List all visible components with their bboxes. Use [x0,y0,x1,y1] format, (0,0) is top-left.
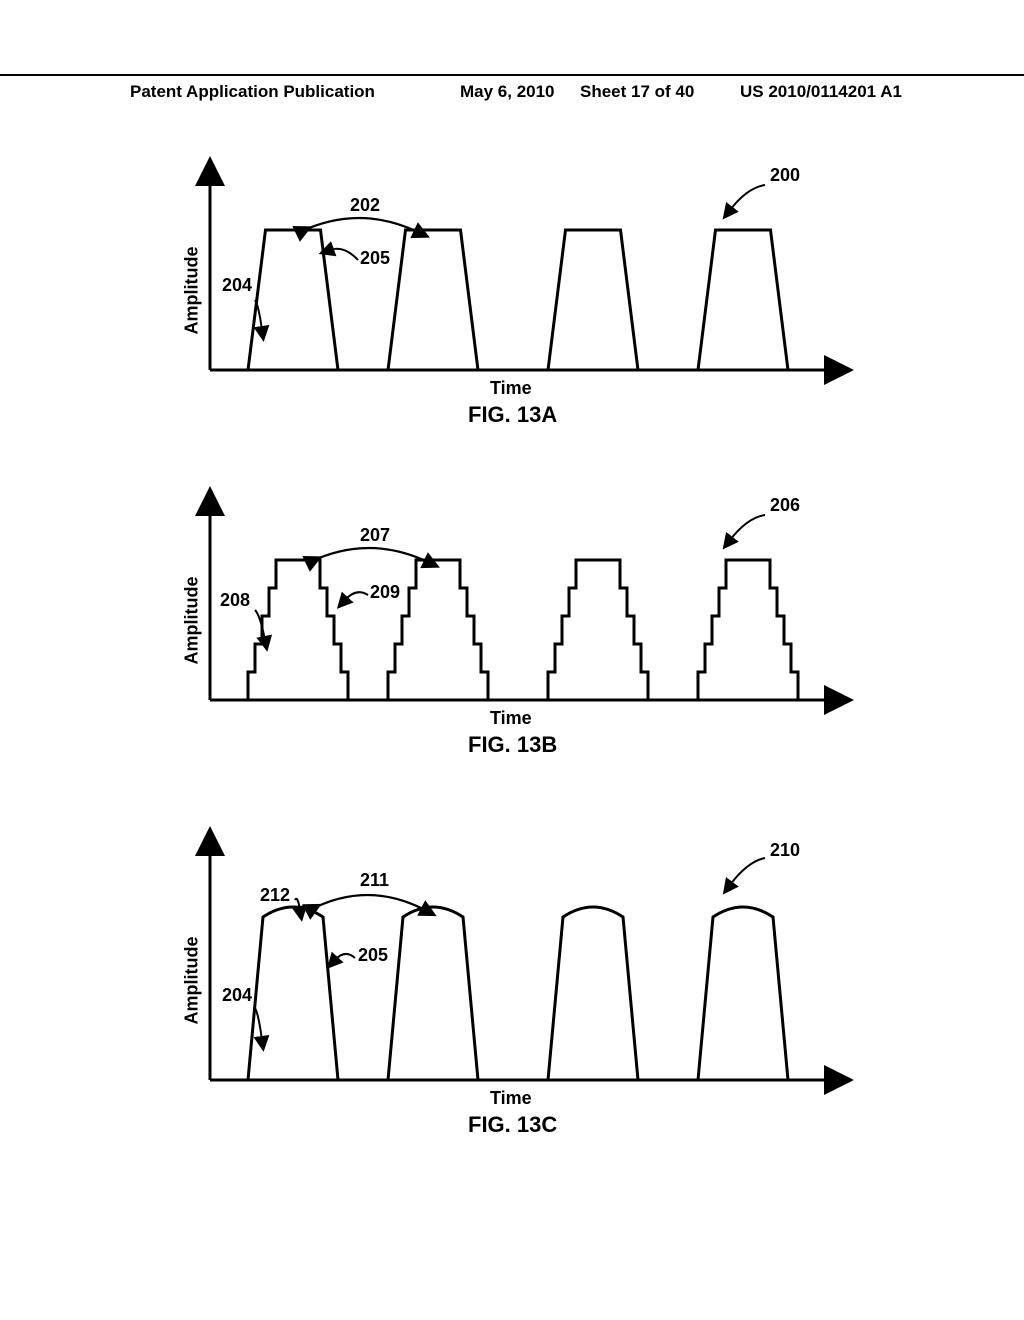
fig-b-ref-span: 207 [360,525,390,546]
fig-c-ref-left: 204 [222,985,252,1006]
fig-a-ref-left: 204 [222,275,252,296]
fig-c-ref-edge: 205 [358,945,388,966]
fig-a-xlabel: Time [490,378,532,399]
fig-b-caption: FIG. 13B [468,732,557,758]
fig-c-ref-main: 210 [770,840,800,861]
fig-c-caption: FIG. 13C [468,1112,557,1138]
fig-c-ylabel: Amplitude [182,937,203,1025]
fig-b-ref-edge: 209 [370,582,400,603]
fig-a-ylabel: Amplitude [182,247,203,335]
fig-a-ref-span: 202 [350,195,380,216]
fig-a-ref-edge: 205 [360,248,390,269]
fig-c-ref-top: 212 [260,885,290,906]
fig-a-caption: FIG. 13A [468,402,557,428]
fig-b-xlabel: Time [490,708,532,729]
patent-page: Patent Application Publication May 6, 20… [0,0,1024,1320]
fig-b-ref-main: 206 [770,495,800,516]
fig-b-ref-left: 208 [220,590,250,611]
fig-c-ref-span: 211 [360,870,389,891]
fig-c-xlabel: Time [490,1088,532,1109]
fig-b-ylabel: Amplitude [182,577,203,665]
fig-a-ref-main: 200 [770,165,800,186]
